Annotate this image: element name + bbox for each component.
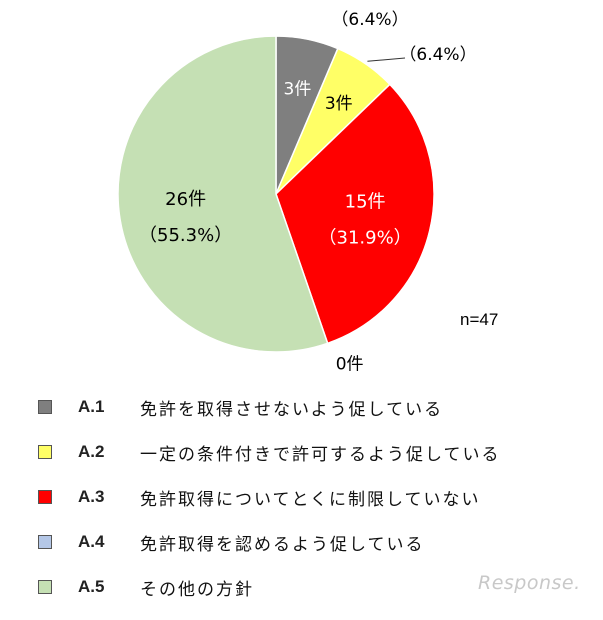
count-label-a2: 3件 xyxy=(325,94,353,114)
legend-code-a1: A.1 xyxy=(78,397,105,416)
pie-outline xyxy=(117,35,435,353)
legend-code-a2: A.2 xyxy=(78,442,105,461)
legend: A.1 免許を取得させないよう促している A.2 一定の条件付きで許可するよう促… xyxy=(38,395,578,620)
legend-swatch-a3 xyxy=(38,490,52,504)
legend-code-a4: A.4 xyxy=(78,532,105,551)
legend-label-a2: 一定の条件付きで許可するよう促している xyxy=(140,444,501,465)
legend-item-a4: A.4 免許取得を認めるよう促している xyxy=(38,530,578,555)
count-label-a5: 26件 xyxy=(165,189,206,210)
watermark-logo: Response. xyxy=(478,572,581,594)
legend-code-a3: A.3 xyxy=(78,487,105,506)
pct-label-a3: （31.9%） xyxy=(319,227,412,248)
sample-size-label: n=47 xyxy=(460,310,499,329)
legend-swatch-a4 xyxy=(38,535,52,549)
pct-label-a2: （6.4%） xyxy=(399,45,476,65)
legend-label-a1: 免許を取得させないよう促している xyxy=(140,399,444,420)
legend-item-a5: A.5 その他の方針 xyxy=(38,575,578,600)
leader-line-a2 xyxy=(367,57,406,62)
legend-code-a5: A.5 xyxy=(78,577,105,596)
legend-label-a5: その他の方針 xyxy=(140,579,254,600)
pct-label-a5: （55.3%） xyxy=(139,225,232,246)
count-label-a3: 15件 xyxy=(345,191,386,212)
pct-label-a1: （6.4%） xyxy=(331,10,408,30)
legend-item-a2: A.2 一定の条件付きで許可するよう促している xyxy=(38,440,578,465)
legend-label-a3: 免許取得についてとくに制限していない xyxy=(140,489,481,510)
legend-swatch-a2 xyxy=(38,445,52,459)
legend-label-a4: 免許取得を認めるよう促している xyxy=(140,534,425,555)
count-label-a4: 0件 xyxy=(336,354,364,374)
legend-item-a3: A.3 免許取得についてとくに制限していない xyxy=(38,485,578,510)
legend-swatch-a5 xyxy=(38,580,52,594)
legend-item-a1: A.1 免許を取得させないよう促している xyxy=(38,395,578,420)
legend-swatch-a1 xyxy=(38,400,52,414)
count-label-a1: 3件 xyxy=(284,80,312,100)
pie-chart: 3件 （6.4%） 3件 （6.4%） 15件 （31.9%） 0件 26件 （55.3%） xyxy=(117,10,477,374)
